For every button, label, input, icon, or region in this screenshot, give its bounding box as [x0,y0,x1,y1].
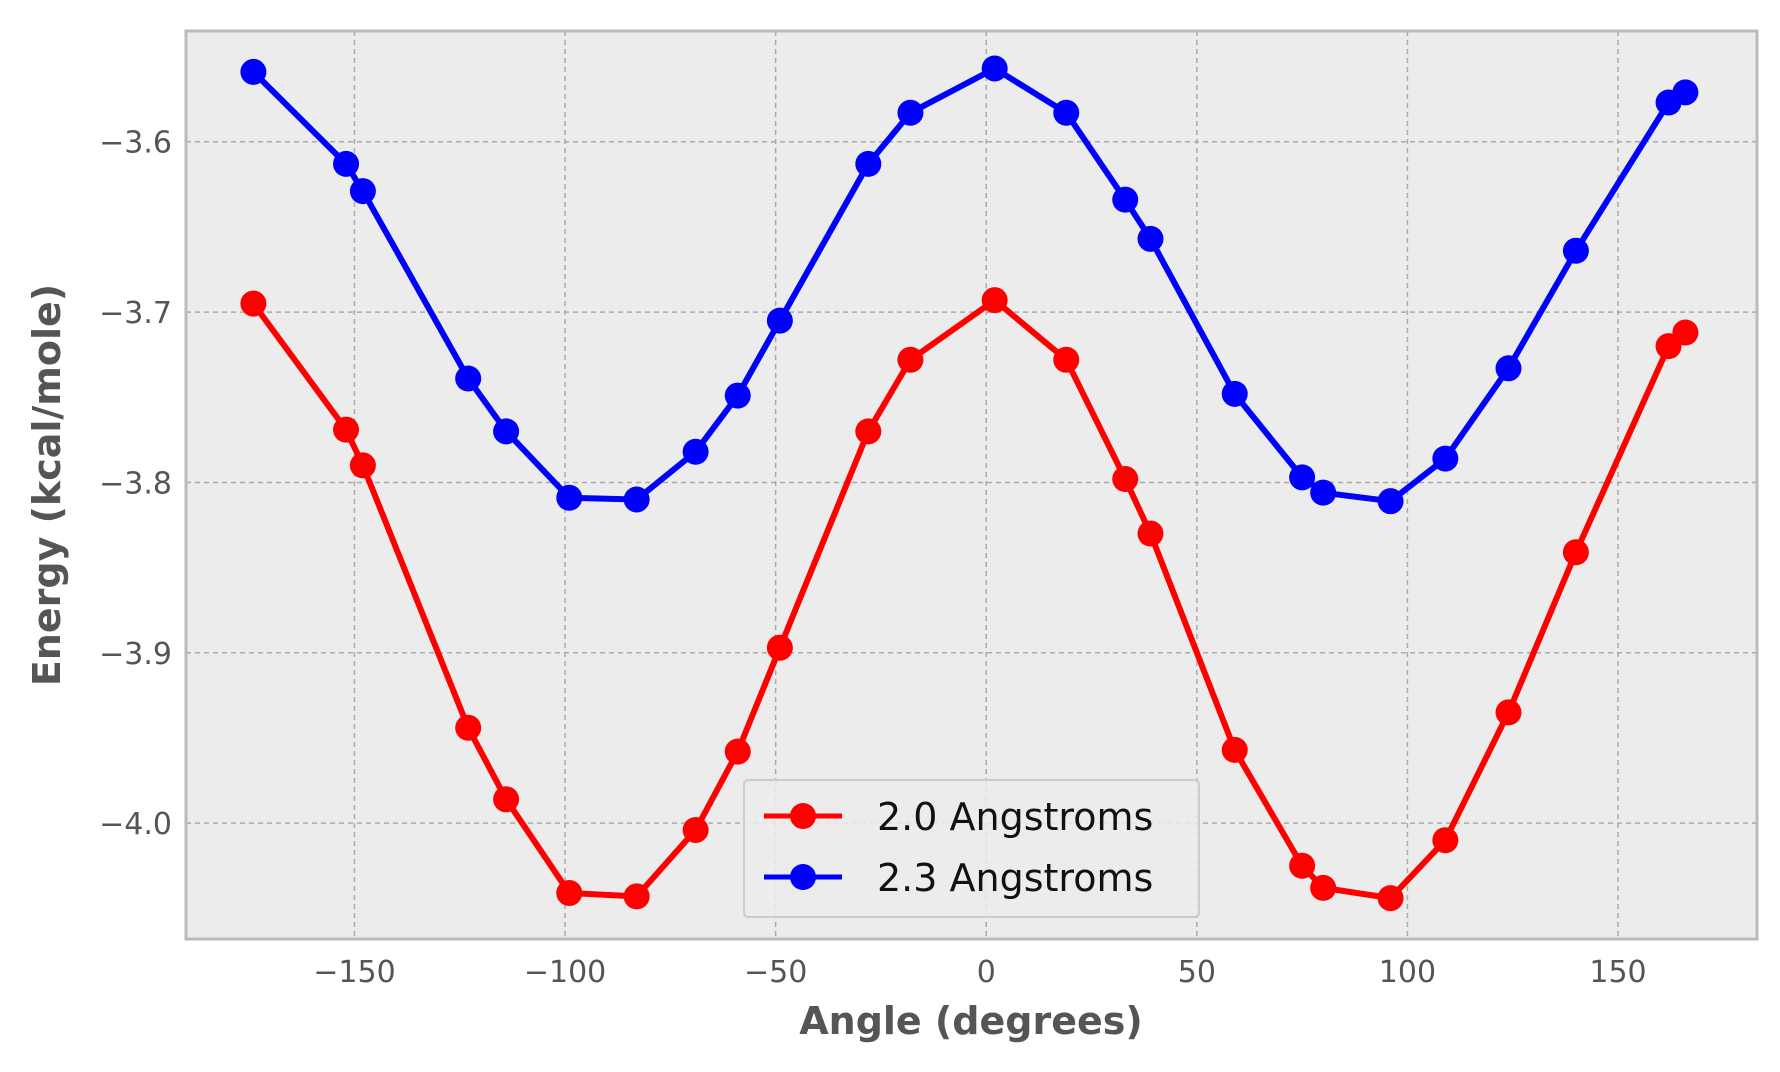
data-point [724,738,751,765]
y-tick-label: −3.7 [99,296,172,331]
data-point [1562,237,1589,264]
data-point [1495,699,1522,726]
y-tick-label: −4.0 [99,807,172,842]
data-point [493,786,520,813]
data-point [981,55,1008,82]
legend-label-series-1: 2.0 Angstroms [877,795,1153,839]
data-point [766,307,793,334]
data-point [1672,319,1699,346]
data-point [897,346,924,373]
data-point [1562,539,1589,566]
legend: 2.0 Angstroms 2.3 Angstroms [743,779,1200,918]
data-point [1672,79,1699,106]
data-point [1137,520,1164,547]
data-point [1112,186,1139,213]
data-point [349,178,376,205]
data-point [623,883,650,910]
data-point [1137,225,1164,252]
y-tick-label: −3.9 [99,637,172,672]
plot-frame [184,29,1759,941]
x-tick-label: −50 [744,955,807,990]
y-tick-label: −3.6 [99,126,172,161]
x-tick-label: −100 [524,955,606,990]
data-point [1221,736,1248,763]
data-point [1310,479,1337,506]
data-point [349,452,376,479]
data-point [1377,488,1404,515]
data-point [1053,99,1080,126]
legend-box [743,779,1200,918]
x-tick-label: −150 [313,955,395,990]
data-point [493,418,520,445]
data-point [897,99,924,126]
data-point [1495,355,1522,382]
y-tick-label: −3.8 [99,466,172,501]
data-point [1432,827,1459,854]
data-point [981,287,1008,314]
data-point [455,365,482,392]
data-point [455,714,482,741]
data-point [333,416,360,443]
data-point [623,486,650,513]
data-point [682,816,709,843]
data-point [682,438,709,465]
data-point [1289,852,1316,879]
data-point [1310,874,1337,901]
x-tick-label: 100 [1379,955,1436,990]
data-point [556,880,583,907]
data-point [556,484,583,511]
data-point [1221,380,1248,407]
series-group [240,55,1699,912]
legend-marker-series-2 [790,864,816,890]
data-point [724,382,751,409]
legend-marker-series-1 [790,803,816,829]
data-point [240,58,267,85]
data-point [1289,464,1316,491]
data-point [240,290,267,317]
data-point [855,418,882,445]
x-axis-title: Angle (degrees) [799,999,1143,1043]
x-axis: −150 −100 −50 0 50 100 150 [313,955,1646,990]
data-point [855,150,882,177]
data-point [333,150,360,177]
data-point [1112,466,1139,493]
data-point [1053,346,1080,373]
legend-label-series-2: 2.3 Angstroms [877,856,1153,900]
data-point [1377,885,1404,912]
data-point [766,634,793,661]
data-point [1432,445,1459,472]
y-axis-title: Energy (kcal/mole) [25,284,69,686]
x-tick-label: 0 [977,955,996,990]
x-tick-label: 150 [1589,955,1646,990]
x-tick-label: 50 [1178,955,1216,990]
y-axis: −3.6 −3.7 −3.8 −3.9 −4.0 [99,126,172,842]
